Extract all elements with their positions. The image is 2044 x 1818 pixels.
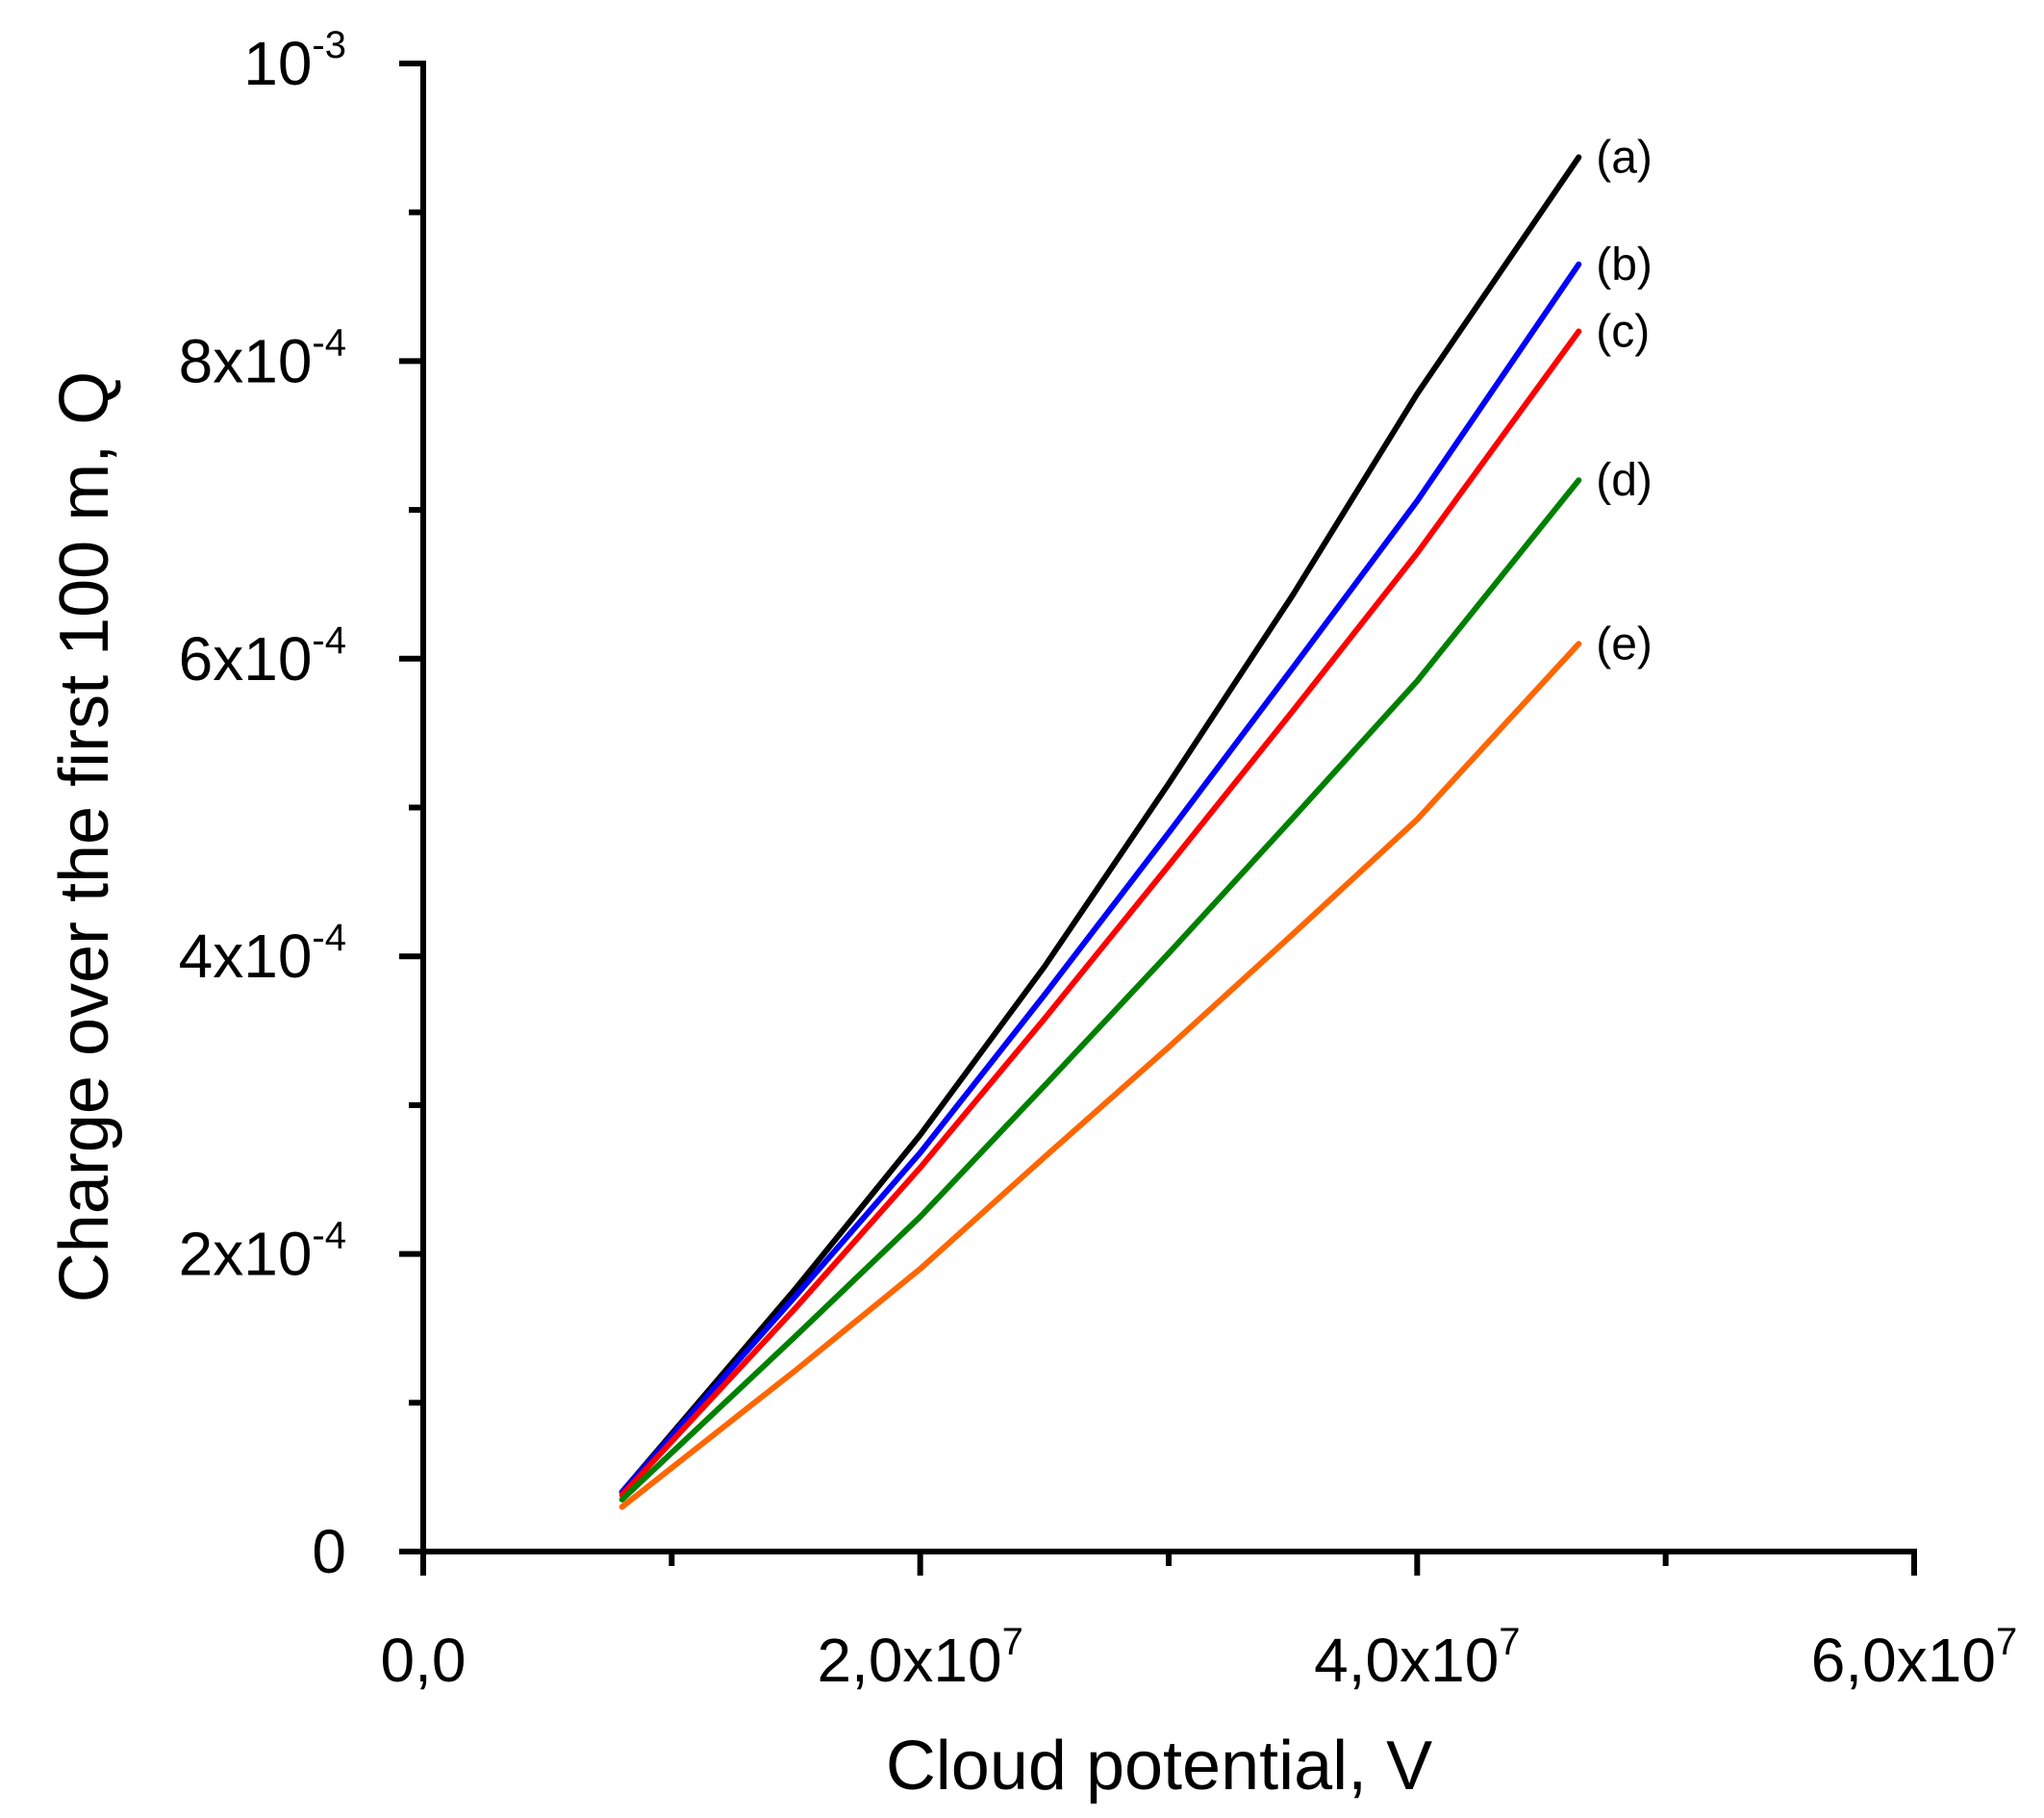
- y-tick-label-base: 6x10: [179, 624, 313, 694]
- y-tick-label-base: 0: [312, 1517, 346, 1586]
- y-tick-label-base: 4x10: [179, 922, 313, 991]
- x-tick-label-exp: 7: [1002, 1621, 1023, 1663]
- y-tick-label-exp: -3: [312, 24, 346, 66]
- x-tick-label: 2,0x107: [817, 1621, 1022, 1695]
- plot-series: [618, 154, 1582, 1510]
- x-tick-label-base: 2,0x10: [817, 1626, 1001, 1695]
- x-tick-label: 4,0x107: [1314, 1621, 1520, 1695]
- y-tick-label-base: 8x10: [179, 326, 313, 395]
- series-line-2: [618, 328, 1582, 1499]
- x-tick-label: 6,0x107: [1811, 1621, 2017, 1695]
- y-tick-label: 0: [312, 1517, 346, 1586]
- series-line-1: [618, 261, 1582, 1496]
- series-line-0: [618, 154, 1582, 1496]
- y-tick-label: 10-3: [243, 24, 346, 98]
- x-tick-label-base: 6,0x10: [1811, 1626, 1996, 1695]
- axes: [420, 61, 1917, 1554]
- series-label-1: (b): [1596, 240, 1653, 290]
- y-tick-label-exp: -4: [312, 1215, 346, 1257]
- y-axis-title: Charge over the first 100 m, Q: [46, 371, 123, 1302]
- y-tick-label-exp: -4: [312, 321, 346, 364]
- series-label-0: (a): [1596, 132, 1653, 183]
- series-line-3: [618, 477, 1582, 1502]
- y-tick-label-exp: -4: [312, 917, 346, 959]
- y-tick-label: 8x10-4: [179, 321, 346, 395]
- series-line-4: [618, 641, 1582, 1510]
- y-tick-label-base: 10: [243, 29, 312, 98]
- y-tick-label: 4x10-4: [179, 917, 346, 991]
- series-label-3: (d): [1596, 455, 1653, 506]
- x-axis-title: Cloud potential, V: [886, 1728, 1432, 1805]
- y-tick-label: 2x10-4: [179, 1215, 346, 1289]
- x-tick-label: 0,0: [381, 1626, 467, 1695]
- y-tick-label-exp: -4: [312, 619, 346, 662]
- series-label-4: (e): [1596, 619, 1653, 669]
- x-tick-label-exp: 7: [1499, 1621, 1520, 1663]
- y-tick-label: 6x10-4: [179, 619, 346, 694]
- series-label-2: (c): [1596, 306, 1650, 357]
- x-ticks: 0,0 2,0x107 4,0x107 6,0x107: [381, 1552, 2017, 1695]
- x-tick-label-exp: 7: [1996, 1621, 2017, 1663]
- x-tick-label-base: 0,0: [381, 1626, 467, 1695]
- y-tick-label-base: 2x10: [179, 1220, 313, 1289]
- x-tick-label-base: 4,0x10: [1314, 1626, 1499, 1695]
- series-labels: (a) (b) (c) (d) (e): [1596, 132, 1653, 669]
